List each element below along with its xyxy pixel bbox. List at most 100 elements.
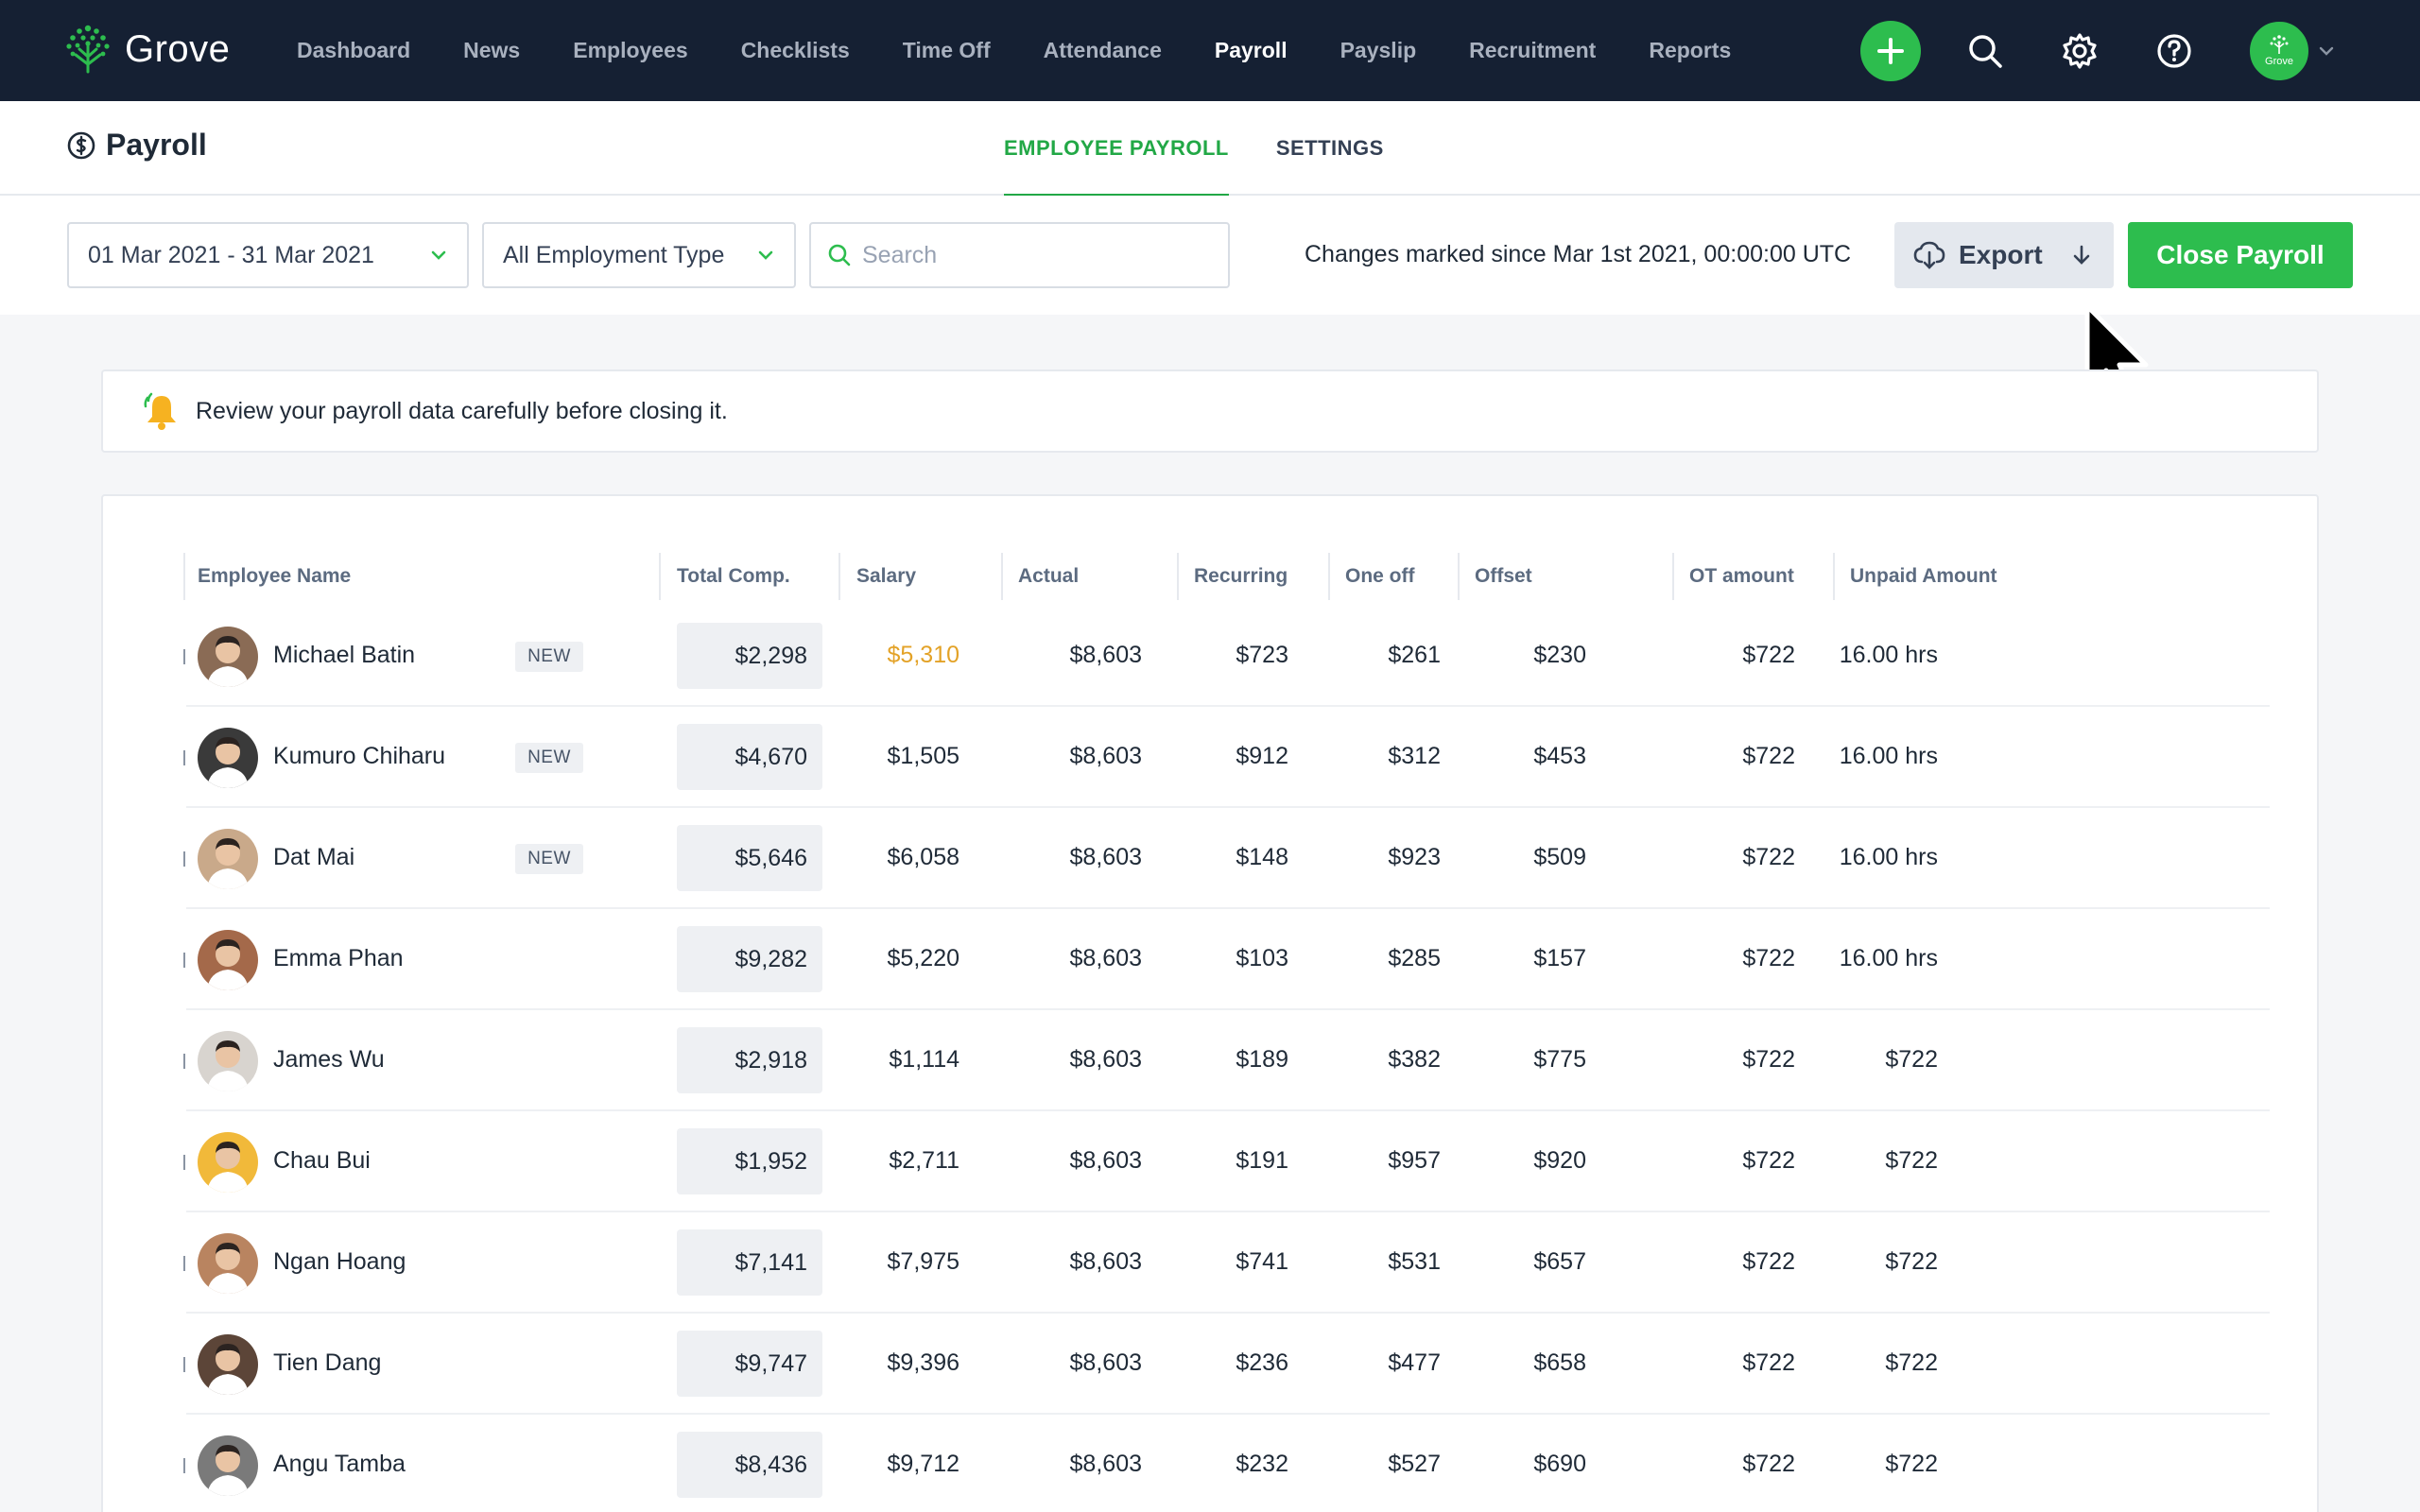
table-row[interactable]: Dat Mai NEW $5,646 $6,058 $8,603 $148 $923 $509… bbox=[103, 808, 2317, 909]
table-row[interactable]: Kumuro Chiharu NEW $4,670 $1,505 $8,603 $912 $… bbox=[103, 707, 2317, 808]
search-box[interactable] bbox=[809, 222, 1230, 288]
export-button[interactable]: Export bbox=[1894, 222, 2114, 288]
employee-avatar[interactable] bbox=[198, 728, 258, 788]
column-divider bbox=[659, 553, 661, 600]
tab-settings[interactable]: SETTINGS bbox=[1275, 136, 1384, 160]
date-range-select[interactable]: 01 Mar 2021 - 31 Mar 2021 bbox=[67, 222, 469, 288]
employee-avatar[interactable] bbox=[198, 1233, 258, 1294]
offset-cell: $157 bbox=[1533, 945, 1586, 971]
nav-employees[interactable]: Employees bbox=[573, 38, 688, 62]
employee-avatar[interactable] bbox=[198, 627, 258, 687]
col-offset[interactable]: Offset bbox=[1475, 565, 1532, 587]
employee-name[interactable]: Dat Mai bbox=[273, 844, 355, 870]
help-button[interactable] bbox=[2144, 21, 2204, 81]
recurring-cell: $103 bbox=[1236, 945, 1288, 971]
employee-avatar[interactable] bbox=[198, 1334, 258, 1395]
employee-avatar[interactable] bbox=[198, 1435, 258, 1496]
nav-reports[interactable]: Reports bbox=[1649, 38, 1732, 62]
total-comp-cell[interactable]: $5,646 bbox=[677, 825, 822, 891]
table-row[interactable]: James Wu $2,918 $1,114 $8,603 $189 $382 $775 $7… bbox=[103, 1010, 2317, 1111]
ot-cell: $722 bbox=[1742, 743, 1795, 769]
search-button[interactable] bbox=[1955, 21, 2015, 81]
brand-name: Grove bbox=[125, 27, 231, 70]
col-one-off[interactable]: One off bbox=[1345, 565, 1415, 587]
user-avatar[interactable]: Grove bbox=[2250, 21, 2308, 80]
recurring-cell: $232 bbox=[1236, 1451, 1288, 1477]
close-payroll-button[interactable]: Close Payroll bbox=[2128, 222, 2353, 288]
unpaid-cell: 16.00 hrs bbox=[1839, 743, 1938, 769]
employee-avatar[interactable] bbox=[198, 930, 258, 990]
table-row[interactable]: Angu Tamba $8,436 $9,712 $8,603 $232 $527 $690… bbox=[103, 1415, 2317, 1512]
tab-employee-payroll[interactable]: EMPLOYEE PAYROLL bbox=[1004, 101, 1229, 198]
actual-cell: $8,603 bbox=[1069, 844, 1142, 870]
nav-payroll[interactable]: Payroll bbox=[1214, 38, 1288, 62]
col-total-comp[interactable]: Total Comp. bbox=[677, 565, 790, 587]
employee-avatar[interactable] bbox=[198, 829, 258, 889]
salary-cell: $1,114 bbox=[889, 1046, 959, 1073]
total-comp-cell[interactable]: $7,141 bbox=[677, 1229, 822, 1296]
employment-type-select[interactable]: All Employment Type bbox=[482, 222, 796, 288]
nav-checklists[interactable]: Checklists bbox=[740, 38, 850, 62]
total-comp-cell[interactable]: $2,298 bbox=[677, 623, 822, 689]
brand-logo[interactable]: Grove bbox=[64, 23, 230, 76]
col-recurring[interactable]: Recurring bbox=[1194, 565, 1288, 587]
table-row[interactable]: Chau Bui $1,952 $2,711 $8,603 $191 $957 $920 $7… bbox=[103, 1111, 2317, 1212]
chevron-down-icon[interactable] bbox=[2318, 45, 2335, 57]
ot-cell: $722 bbox=[1742, 945, 1795, 971]
total-comp-cell[interactable]: $1,952 bbox=[677, 1128, 822, 1194]
col-salary[interactable]: Salary bbox=[856, 565, 917, 587]
employee-name[interactable]: Angu Tamba bbox=[273, 1451, 406, 1477]
employee-name[interactable]: Emma Phan bbox=[273, 945, 404, 971]
row-marker bbox=[183, 1155, 185, 1170]
column-divider bbox=[1177, 553, 1179, 600]
employee-name[interactable]: Tien Dang bbox=[273, 1349, 382, 1376]
nav-dashboard[interactable]: Dashboard bbox=[297, 38, 411, 62]
help-icon bbox=[2157, 33, 2191, 68]
settings-button[interactable] bbox=[2049, 21, 2110, 81]
total-comp-cell[interactable]: $9,282 bbox=[677, 926, 822, 992]
nav-recruitment[interactable]: Recruitment bbox=[1469, 38, 1597, 62]
oneoff-cell: $923 bbox=[1388, 844, 1441, 870]
employee-name[interactable]: James Wu bbox=[273, 1046, 385, 1073]
col-unpaid-amount[interactable]: Unpaid Amount bbox=[1850, 565, 1997, 587]
employee-avatar[interactable] bbox=[198, 1031, 258, 1091]
table-row[interactable]: Ngan Hoang $7,141 $7,975 $8,603 $741 $531 $657… bbox=[103, 1212, 2317, 1314]
top-navigation-bar: Grove Dashboard News Employees Checklist… bbox=[0, 0, 2420, 101]
col-employee-name[interactable]: Employee Name bbox=[198, 565, 352, 587]
employee-name[interactable]: Michael Batin bbox=[273, 642, 416, 668]
total-comp-cell[interactable]: $2,918 bbox=[677, 1027, 822, 1093]
ot-cell: $722 bbox=[1742, 844, 1795, 870]
table-row[interactable]: Tien Dang $9,747 $9,396 $8,603 $236 $477 $658 $… bbox=[103, 1314, 2317, 1415]
employee-name[interactable]: Chau Bui bbox=[273, 1147, 371, 1174]
grove-tree-icon bbox=[66, 25, 110, 74]
total-comp-cell[interactable]: $9,747 bbox=[677, 1331, 822, 1397]
column-divider bbox=[1833, 553, 1835, 600]
actual-cell: $8,603 bbox=[1069, 1147, 1142, 1174]
search-input[interactable] bbox=[862, 241, 1221, 269]
page-tabs: EMPLOYEE PAYROLL SETTINGS bbox=[1004, 101, 1431, 198]
actual-cell: $8,603 bbox=[1069, 1046, 1142, 1073]
export-label: Export bbox=[1959, 240, 2043, 269]
chevron-down-icon bbox=[758, 250, 773, 260]
employee-name[interactable]: Kumuro Chiharu bbox=[273, 743, 446, 769]
plus-icon bbox=[1877, 37, 1904, 64]
total-comp-cell[interactable]: $4,670 bbox=[677, 724, 822, 790]
add-button[interactable] bbox=[1860, 20, 1921, 81]
ot-cell: $722 bbox=[1742, 1046, 1795, 1073]
nav-attendance[interactable]: Attendance bbox=[1043, 38, 1162, 62]
table-row[interactable]: Emma Phan $9,282 $5,220 $8,603 $103 $285 $157 $… bbox=[103, 909, 2317, 1010]
nav-payslip[interactable]: Payslip bbox=[1340, 38, 1417, 62]
employee-name[interactable]: Ngan Hoang bbox=[273, 1248, 406, 1275]
row-divider bbox=[186, 1109, 2270, 1111]
oneoff-cell: $312 bbox=[1388, 743, 1441, 769]
col-actual[interactable]: Actual bbox=[1018, 565, 1080, 587]
nav-news[interactable]: News bbox=[463, 38, 521, 62]
employee-avatar[interactable] bbox=[198, 1132, 258, 1193]
ot-cell: $722 bbox=[1742, 1451, 1795, 1477]
nav-time-off[interactable]: Time Off bbox=[902, 38, 991, 62]
total-comp-cell[interactable]: $8,436 bbox=[677, 1432, 822, 1498]
col-ot-amount[interactable]: OT amount bbox=[1689, 565, 1794, 587]
unpaid-cell: $722 bbox=[1885, 1248, 1938, 1275]
table-row[interactable]: Michael Batin NEW $2,298 $5,310 $8,603 $723 $2… bbox=[103, 606, 2317, 707]
salary-cell: $5,310 bbox=[887, 642, 959, 668]
